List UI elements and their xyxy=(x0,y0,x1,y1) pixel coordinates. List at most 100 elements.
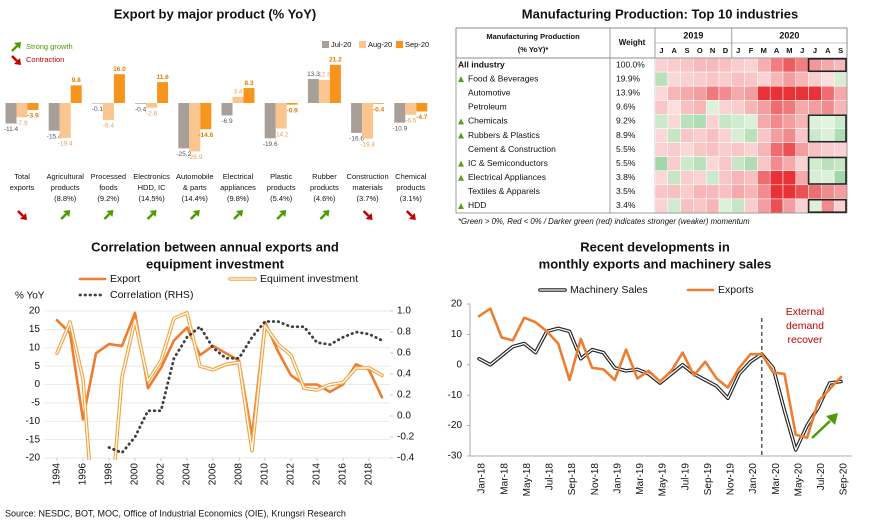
line-chart: Recent developments in monthly exports an… xyxy=(448,239,852,496)
heat-cell xyxy=(769,170,784,186)
heat-cell xyxy=(705,100,720,115)
chart-title: Correlation between annual exports and xyxy=(91,239,339,254)
arrow-shaft xyxy=(319,213,327,220)
line-chart: Correlation between annual exports and eq… xyxy=(15,239,415,486)
bar xyxy=(351,103,363,133)
heat-cell xyxy=(718,100,733,115)
flag-triangle xyxy=(458,174,464,181)
table-frame xyxy=(455,27,848,214)
row-label: HDD xyxy=(468,200,486,210)
legend-item: Exports xyxy=(686,284,754,296)
bar xyxy=(189,103,201,152)
y2-tick-label: -0.4 xyxy=(397,453,415,464)
highlight-box xyxy=(807,198,847,213)
arrow-shaft xyxy=(811,420,831,439)
heat-cell xyxy=(693,198,707,214)
heat-cell xyxy=(833,128,848,143)
header-label: Weight xyxy=(619,38,646,47)
value-label: -4.7 xyxy=(416,114,428,121)
bar xyxy=(362,103,374,139)
heat-cell xyxy=(808,198,822,214)
heat-cell xyxy=(833,184,848,200)
heat-cell xyxy=(833,114,848,129)
source-note: Source: NESDC, BOT, MOC, Office of Indus… xyxy=(5,508,346,518)
heat-cell xyxy=(808,128,822,143)
arrow-head xyxy=(826,413,838,425)
value-label: -19.8 xyxy=(360,141,375,148)
heat-cell xyxy=(757,170,771,186)
x-tick-label: Rubber xyxy=(312,172,337,181)
y-tick-label: 10 xyxy=(29,342,41,353)
heat-cell xyxy=(795,57,809,73)
heat-cell xyxy=(821,114,835,129)
flag-triangle xyxy=(458,132,464,139)
value-label: -6.5 xyxy=(405,117,417,124)
heat-cell xyxy=(731,184,745,200)
heat-cell xyxy=(757,85,771,101)
header-label: (% YoY)* xyxy=(518,45,549,54)
weight-label: 3.5% xyxy=(616,186,636,196)
heat-cell xyxy=(718,85,733,101)
weight-label: 8.9% xyxy=(616,130,636,140)
arrow-head xyxy=(322,210,330,217)
heat-cell xyxy=(833,156,848,171)
weight-label: 3.4% xyxy=(616,200,636,210)
y2-tick-label: 0.4 xyxy=(397,369,411,380)
x-tick-label: Chemical xyxy=(395,172,427,181)
plot-area xyxy=(477,307,843,452)
heat-cell xyxy=(731,170,745,186)
legend-label: Contraction xyxy=(26,55,64,64)
heat-cell xyxy=(833,142,848,157)
legend-item: Equiment investment xyxy=(228,273,358,285)
value-label: 16.0 xyxy=(113,66,126,73)
heat-cell xyxy=(757,184,771,200)
heat-cell xyxy=(808,85,822,101)
bar xyxy=(59,103,71,138)
row-label: Automotive xyxy=(468,87,511,97)
chart-title: monthly exports and machinery sales xyxy=(539,256,772,271)
legend-label: Sep-20 xyxy=(405,40,429,49)
row-label: IC & Semiconductors xyxy=(468,158,548,168)
x-tick-label: Sep-18 xyxy=(567,463,578,496)
heat-cell xyxy=(680,71,694,87)
value-label: 3.4 xyxy=(233,89,242,96)
y-tick-label: 0 xyxy=(34,379,40,390)
y-tick-label: -30 xyxy=(448,451,463,462)
heat-cell xyxy=(705,156,720,171)
heat-cell xyxy=(769,142,784,157)
row-label: Electrical Appliances xyxy=(468,172,546,182)
arrow-head xyxy=(106,210,114,217)
arrow-shaft xyxy=(103,213,111,220)
weight-label: 5.5% xyxy=(616,144,636,154)
x-tick-label: Jan-19 xyxy=(612,463,623,494)
heat-cell xyxy=(718,128,733,143)
x-tick-label: (14.4%) xyxy=(182,194,209,203)
line-inner xyxy=(56,312,383,460)
value-label: -25.2 xyxy=(176,151,191,158)
x-tick-label: 2008 xyxy=(234,463,245,486)
heat-cell xyxy=(654,156,669,171)
arrow-shaft xyxy=(405,210,413,217)
value-label: -6.9 xyxy=(221,118,233,125)
legend-swatch xyxy=(322,41,329,48)
heat-cell xyxy=(680,57,694,73)
x-tick-label: (14.5%) xyxy=(138,194,165,203)
arrow-head xyxy=(192,210,200,217)
x-tick-label: Mar-18 xyxy=(499,463,510,495)
arrow-shaft xyxy=(17,210,24,217)
heat-cell xyxy=(769,184,784,200)
y-tick-label: -20 xyxy=(448,420,463,431)
value-label: -9.4 xyxy=(103,123,115,130)
row-label: Cement & Construction xyxy=(468,144,556,154)
heat-cell xyxy=(680,198,694,214)
bar xyxy=(200,103,212,130)
heat-cell xyxy=(654,170,669,186)
heat-cell xyxy=(731,85,745,101)
year-label: 2020 xyxy=(779,30,799,40)
heat-cell xyxy=(744,128,758,143)
heat-cell xyxy=(705,57,720,73)
x-tick-label: May-19 xyxy=(658,463,669,497)
heat-cell xyxy=(821,71,835,87)
weight-label: 9.6% xyxy=(616,102,636,112)
